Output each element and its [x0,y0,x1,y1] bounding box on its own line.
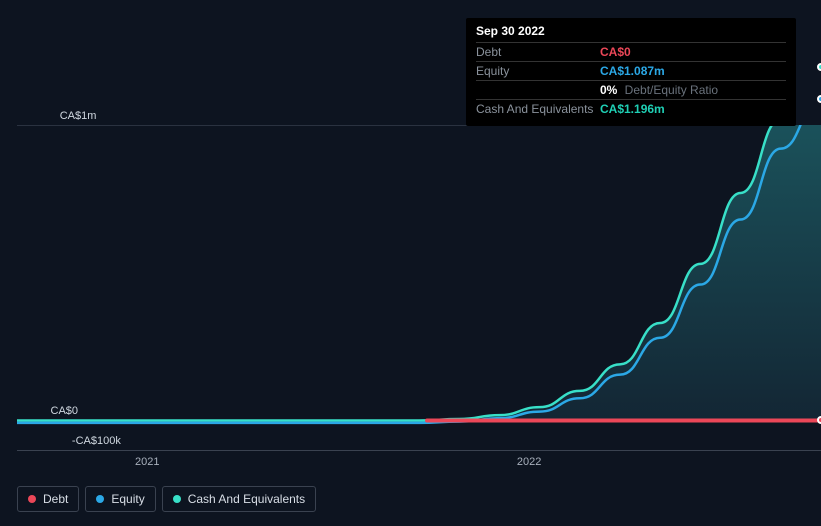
tooltip-metric-label [476,83,600,97]
chart-legend: Debt Equity Cash And Equivalents [17,486,316,512]
legend-item-cash[interactable]: Cash And Equivalents [162,486,316,512]
tooltip-metric-value: CA$1.087m [600,64,665,78]
legend-item-debt[interactable]: Debt [17,486,79,512]
x-axis-baseline [17,450,821,451]
legend-label: Debt [43,492,68,506]
chart-svg [17,125,821,450]
tooltip-date: Sep 30 2022 [476,24,786,42]
x-axis-tick-label: 2021 [135,456,159,468]
tooltip-row: 0% Debt/Equity Ratio [476,80,786,99]
debt-equity-chart[interactable]: CA$1mCA$0-CA$100k20212022 [17,125,821,450]
x-axis-tick-label: 2022 [517,456,541,468]
tooltip-metric-label: Cash And Equivalents [476,102,600,116]
tooltip-row: EquityCA$1.087m [476,61,786,80]
tooltip-metric-label: Debt [476,45,600,59]
tooltip-metric-value: CA$0 [600,45,631,59]
legend-label: Equity [111,492,144,506]
legend-label: Cash And Equivalents [188,492,305,506]
series-end-marker [817,95,821,103]
legend-item-equity[interactable]: Equity [85,486,155,512]
tooltip-row: Cash And EquivalentsCA$1.196m [476,99,786,118]
legend-swatch [96,495,104,503]
tooltip-metric-extra: Debt/Equity Ratio [621,83,718,97]
series-end-marker [817,416,821,424]
y-axis-tick-label: CA$1m [60,110,97,122]
legend-swatch [173,495,181,503]
tooltip-metric-label: Equity [476,64,600,78]
tooltip-metric-value: CA$1.196m [600,102,665,116]
tooltip-row: DebtCA$0 [476,42,786,61]
legend-swatch [28,495,36,503]
chart-tooltip: Sep 30 2022 DebtCA$0EquityCA$1.087m0% De… [466,18,796,126]
tooltip-metric-value: 0% Debt/Equity Ratio [600,83,718,97]
series-end-marker [817,63,821,71]
